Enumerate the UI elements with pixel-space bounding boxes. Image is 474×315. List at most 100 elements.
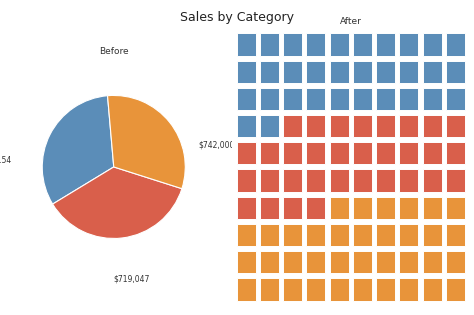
Bar — [400, 33, 419, 55]
Bar — [329, 33, 348, 55]
Bar — [260, 88, 279, 110]
Bar — [329, 88, 348, 110]
Title: After: After — [340, 17, 362, 26]
Bar — [283, 142, 302, 164]
Bar — [353, 142, 372, 164]
Bar — [283, 115, 302, 137]
Bar — [306, 60, 325, 83]
Bar — [376, 142, 395, 164]
Bar — [400, 60, 419, 83]
Bar — [423, 197, 442, 219]
Bar — [376, 169, 395, 192]
Bar — [376, 251, 395, 273]
Bar — [329, 169, 348, 192]
Bar — [329, 197, 348, 219]
Bar — [283, 169, 302, 192]
Bar — [376, 88, 395, 110]
Bar — [260, 251, 279, 273]
Bar — [283, 224, 302, 246]
Bar — [400, 278, 419, 301]
Bar — [306, 169, 325, 192]
Title: Before: Before — [99, 47, 128, 56]
Bar — [376, 224, 395, 246]
Bar — [353, 115, 372, 137]
Wedge shape — [53, 167, 182, 238]
Bar — [423, 251, 442, 273]
Bar — [446, 115, 465, 137]
Bar — [306, 278, 325, 301]
Bar — [400, 115, 419, 137]
Bar — [237, 33, 255, 55]
Bar — [376, 33, 395, 55]
Bar — [260, 197, 279, 219]
Bar — [423, 60, 442, 83]
Bar — [446, 224, 465, 246]
Bar — [400, 169, 419, 192]
Bar — [306, 251, 325, 273]
Bar — [423, 88, 442, 110]
Bar — [237, 197, 255, 219]
Bar — [306, 142, 325, 164]
Bar — [423, 278, 442, 301]
Bar — [260, 224, 279, 246]
Bar — [446, 251, 465, 273]
Bar — [237, 169, 255, 192]
Bar — [237, 142, 255, 164]
Bar — [237, 251, 255, 273]
Bar — [329, 278, 348, 301]
Bar — [329, 251, 348, 273]
Text: $742,000: $742,000 — [199, 140, 235, 150]
Text: $719,047: $719,047 — [113, 274, 149, 283]
Bar — [353, 60, 372, 83]
Bar — [353, 169, 372, 192]
Bar — [400, 197, 419, 219]
Bar — [237, 60, 255, 83]
Bar — [329, 142, 348, 164]
Bar — [400, 251, 419, 273]
Bar — [329, 60, 348, 83]
Bar — [329, 224, 348, 246]
Bar — [423, 33, 442, 55]
Bar — [376, 278, 395, 301]
Bar — [400, 224, 419, 246]
Bar — [237, 115, 255, 137]
Bar — [237, 88, 255, 110]
Bar — [446, 197, 465, 219]
Bar — [376, 115, 395, 137]
Bar — [423, 169, 442, 192]
Bar — [306, 33, 325, 55]
Bar — [283, 197, 302, 219]
Bar — [446, 278, 465, 301]
Bar — [400, 142, 419, 164]
Bar — [283, 60, 302, 83]
Bar — [306, 197, 325, 219]
Wedge shape — [42, 96, 114, 204]
Bar — [376, 197, 395, 219]
Bar — [446, 142, 465, 164]
Bar — [306, 88, 325, 110]
Bar — [306, 224, 325, 246]
Bar — [260, 60, 279, 83]
Bar — [353, 197, 372, 219]
Bar — [283, 251, 302, 273]
Bar — [353, 88, 372, 110]
Bar — [260, 33, 279, 55]
Text: $836,154: $836,154 — [0, 156, 11, 164]
Bar — [400, 88, 419, 110]
Bar — [376, 60, 395, 83]
Bar — [446, 88, 465, 110]
Bar — [237, 224, 255, 246]
Bar — [423, 224, 442, 246]
Bar — [423, 115, 442, 137]
Bar — [446, 33, 465, 55]
Bar — [283, 278, 302, 301]
Bar — [306, 115, 325, 137]
Bar — [353, 278, 372, 301]
Bar — [353, 251, 372, 273]
Wedge shape — [108, 95, 185, 189]
Text: Sales by Category: Sales by Category — [180, 11, 294, 24]
Bar — [446, 60, 465, 83]
Bar — [260, 142, 279, 164]
Bar — [423, 142, 442, 164]
Bar — [237, 278, 255, 301]
